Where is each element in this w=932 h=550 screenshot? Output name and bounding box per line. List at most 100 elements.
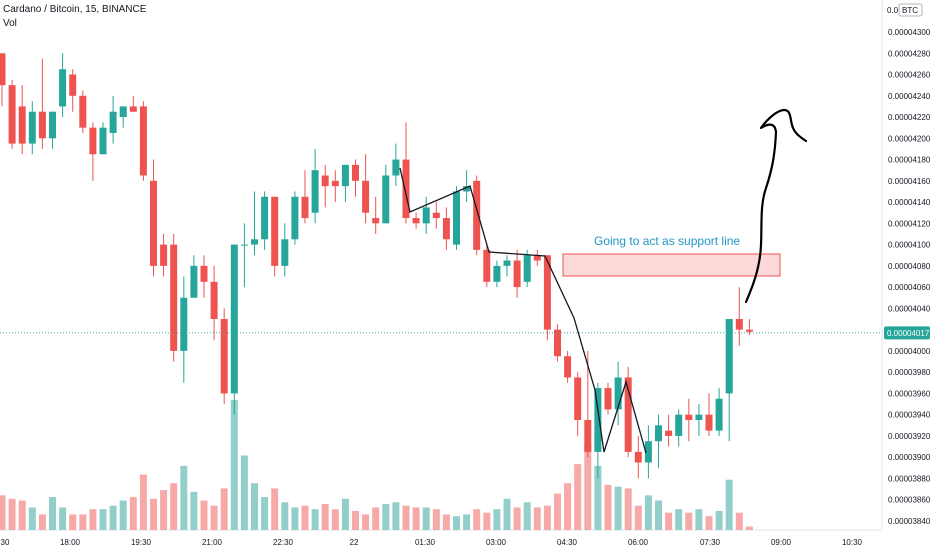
candle-body	[28, 111, 36, 144]
candle-body	[220, 319, 228, 394]
price-tick-label: 0.00004060	[888, 283, 931, 292]
price-tick-label: 0.00004300	[888, 28, 931, 37]
volume-bar	[18, 500, 26, 530]
candle-body	[392, 159, 400, 176]
candle-body	[725, 319, 733, 394]
price-tick-label: 0.00003960	[888, 389, 931, 398]
time-tick-label: 18:00	[60, 538, 81, 547]
candle-body	[523, 255, 531, 282]
volume-bar	[160, 490, 168, 530]
candle-body	[543, 255, 551, 330]
candle-body	[503, 260, 511, 266]
candle-body	[513, 260, 521, 288]
volume-bar	[432, 509, 440, 530]
candle-body	[362, 180, 370, 213]
time-tick-label: 22	[350, 538, 359, 547]
candle-body	[119, 106, 127, 118]
price-tick-label: 0.00003840	[888, 517, 931, 526]
candle-body	[412, 218, 420, 224]
volume-bar	[705, 516, 713, 530]
volume-bar	[28, 507, 36, 530]
volume-bar	[493, 509, 501, 530]
volume-bar	[523, 502, 531, 530]
candle-body	[150, 180, 157, 266]
volume-bar	[49, 497, 56, 530]
candle-body	[230, 244, 238, 394]
volume-label: Vol	[3, 18, 17, 29]
candle-body	[109, 111, 117, 133]
volume-bar	[725, 479, 733, 530]
volume-bar	[402, 505, 410, 530]
candle-body	[190, 265, 198, 298]
time-tick-label: 04:30	[557, 538, 578, 547]
price-tick-label: 0.00004220	[888, 113, 931, 122]
price-tick-label: 0.00004100	[888, 241, 931, 250]
price-tick-label: 0.00004280	[888, 49, 931, 58]
volume-bar	[543, 505, 551, 530]
price-tick-label: 0.00003860	[888, 496, 931, 505]
volume-bar	[533, 507, 541, 530]
price-path-line[interactable]	[399, 167, 647, 454]
price-tick-label: 0.00004200	[888, 134, 931, 143]
candle-body	[240, 244, 248, 246]
price-tick-label: 0.00004260	[888, 71, 931, 80]
support-zone[interactable]	[562, 253, 781, 277]
price-tick-label: 0.00004240	[888, 92, 931, 101]
candle-body	[18, 106, 26, 144]
annotation-text: Going to act as support line	[594, 234, 740, 248]
projected-arrow[interactable]	[744, 108, 808, 304]
volume-bar	[483, 512, 491, 530]
candle-body	[705, 414, 713, 431]
volume-bar	[59, 507, 67, 530]
candle-body	[321, 175, 329, 187]
volume-bar	[190, 491, 198, 530]
candle-body	[0, 53, 6, 86]
volume-bar	[513, 507, 521, 530]
candle-body	[665, 430, 673, 436]
time-tick-label: 10:30	[842, 538, 863, 547]
candle-body	[49, 111, 56, 139]
volume-bar	[362, 514, 370, 530]
volume-bar	[634, 505, 642, 530]
candle-body	[695, 414, 703, 420]
volume-bar	[150, 498, 157, 530]
volume-bar	[604, 484, 612, 530]
volume-bar	[321, 504, 329, 530]
time-axis: 30 18:00 19:30 21:00 22:30 22 01:30 03:00 04:30 0…	[1, 538, 863, 547]
volume-bar	[422, 507, 430, 530]
volume-bar	[624, 488, 632, 530]
candle-body	[341, 164, 349, 187]
candle-body	[139, 106, 147, 176]
price-tick-label: 0.00003940	[888, 411, 931, 420]
volume-bar	[69, 514, 77, 530]
time-tick-label: 09:00	[771, 538, 792, 547]
volume-bar	[745, 526, 753, 530]
candle-body	[584, 419, 592, 452]
volume-bar	[180, 465, 188, 530]
candle-body	[291, 196, 299, 240]
candle-body	[655, 425, 662, 442]
price-tick-label: 0.00004000	[888, 347, 931, 356]
candle-body	[432, 212, 440, 219]
price-tick-label: 0.00003880	[888, 474, 931, 483]
candle-body	[129, 106, 137, 112]
volume-bar	[99, 509, 107, 530]
candle-body	[634, 451, 642, 463]
volume-bar	[220, 488, 228, 530]
volume-bar	[240, 455, 248, 530]
candle-body	[564, 356, 572, 378]
time-tick-label: 03:00	[486, 538, 507, 547]
candle-body	[614, 377, 622, 410]
candle-body	[453, 191, 460, 245]
time-tick-label: 30	[1, 538, 10, 547]
candle-body	[493, 265, 501, 282]
candle-body	[59, 69, 67, 107]
currency-badge[interactable]	[898, 3, 923, 17]
volume-bar	[655, 500, 662, 530]
candle-body	[281, 239, 289, 266]
volume-bar	[129, 497, 137, 530]
price-tick-label: 0.00004040	[888, 304, 931, 313]
candle-body	[69, 74, 77, 96]
candle-body	[382, 175, 390, 224]
